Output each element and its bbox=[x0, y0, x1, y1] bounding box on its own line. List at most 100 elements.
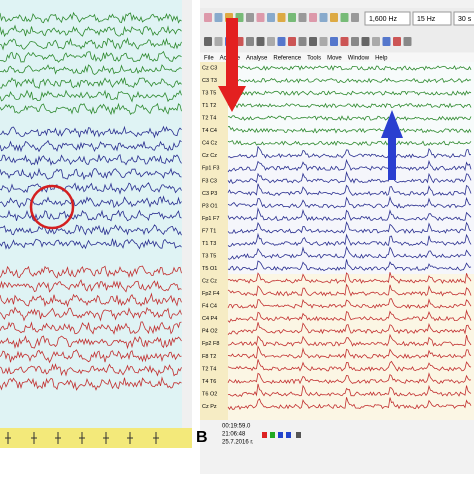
toolbar-icon[interactable] bbox=[309, 37, 317, 46]
channel-label: T1 T2 bbox=[202, 103, 216, 109]
status-icons bbox=[262, 432, 301, 438]
toolbar-icon[interactable] bbox=[246, 13, 254, 22]
eeg-trace bbox=[0, 279, 182, 293]
toolbar-icon[interactable] bbox=[372, 37, 380, 46]
menu-item[interactable]: Tools bbox=[307, 56, 321, 62]
toolbar-icon[interactable] bbox=[277, 37, 286, 46]
menu-item[interactable]: Reference bbox=[273, 56, 301, 62]
left-event-bar bbox=[0, 428, 192, 448]
eeg-trace bbox=[227, 158, 472, 173]
toolbar-icon[interactable] bbox=[403, 37, 412, 46]
channel-label: Fp1 F7 bbox=[202, 216, 219, 222]
eeg-trace bbox=[0, 102, 182, 116]
eeg-trace bbox=[0, 89, 182, 103]
sampling-rate[interactable]: 1,600 Hz bbox=[369, 16, 398, 23]
eeg-trace bbox=[227, 195, 472, 209]
toolbar-icon[interactable] bbox=[288, 37, 296, 46]
toolbar-icon[interactable] bbox=[309, 13, 317, 22]
event-marker bbox=[153, 432, 159, 444]
eeg-trace bbox=[0, 265, 182, 279]
toolbar-icon[interactable] bbox=[351, 37, 359, 46]
toolbar-icon[interactable] bbox=[340, 13, 349, 22]
event-marker bbox=[79, 432, 85, 444]
highlight-circle bbox=[29, 184, 75, 230]
eeg-trace bbox=[0, 224, 182, 236]
eeg-trace bbox=[227, 77, 472, 85]
channel-label: F8 T2 bbox=[202, 354, 216, 360]
toolbar-icon[interactable] bbox=[393, 37, 401, 46]
green-region bbox=[228, 62, 474, 156]
toolbar-icon[interactable] bbox=[214, 37, 223, 46]
toolbar-icon[interactable] bbox=[330, 13, 338, 22]
channel-label: T2 T4 bbox=[202, 116, 216, 122]
channel-label: Fp1 F3 bbox=[202, 166, 219, 172]
menu-item[interactable]: Move bbox=[327, 56, 342, 62]
status-area bbox=[200, 420, 474, 474]
toolbar-icon[interactable] bbox=[330, 37, 338, 46]
eeg-trace bbox=[0, 321, 182, 335]
menu-item[interactable]: Analyse bbox=[246, 56, 268, 62]
toolbar-icon[interactable] bbox=[256, 37, 265, 46]
toolbar-icon[interactable] bbox=[340, 37, 349, 46]
channel-label: Fp2 F4 bbox=[202, 291, 219, 297]
event-marker bbox=[55, 432, 61, 444]
toolbar-icon[interactable] bbox=[267, 37, 275, 46]
eeg-trace bbox=[227, 359, 472, 372]
panel-label: B bbox=[196, 429, 208, 446]
toolbar-icon[interactable] bbox=[319, 13, 328, 22]
toolbar-icon[interactable] bbox=[361, 37, 370, 46]
channel-label: Cz Pz bbox=[202, 404, 217, 410]
toolbar-icon[interactable] bbox=[256, 13, 265, 22]
eeg-trace bbox=[0, 363, 182, 377]
toolbar-icon[interactable] bbox=[204, 13, 212, 22]
eeg-trace bbox=[0, 306, 182, 322]
status-icon bbox=[296, 432, 301, 438]
eeg-trace bbox=[227, 170, 472, 184]
toolbar-icon[interactable] bbox=[214, 13, 223, 22]
eeg-trace bbox=[227, 309, 472, 323]
left-panel bbox=[0, 0, 192, 428]
eeg-trace bbox=[0, 11, 182, 24]
channel-label: C3 P3 bbox=[202, 191, 217, 197]
eeg-trace bbox=[227, 372, 472, 385]
filter-box[interactable] bbox=[412, 11, 452, 26]
timebase-box[interactable] bbox=[453, 11, 474, 26]
toolbar-icon[interactable] bbox=[298, 13, 307, 22]
eeg-trace bbox=[227, 397, 472, 410]
toolbar-icon[interactable] bbox=[382, 37, 391, 46]
eeg-trace bbox=[227, 126, 472, 134]
channel-label: P4 O2 bbox=[202, 329, 218, 335]
eeg-trace bbox=[227, 322, 472, 336]
eeg-trace bbox=[227, 272, 472, 285]
toolbar-icon[interactable] bbox=[267, 13, 275, 22]
toolbar-icon[interactable] bbox=[204, 37, 212, 46]
toolbar-icon[interactable] bbox=[298, 37, 307, 46]
toolbar-icon[interactable] bbox=[319, 37, 328, 46]
eeg-trace bbox=[227, 64, 472, 72]
event-markers bbox=[5, 432, 159, 444]
eeg-trace bbox=[227, 259, 472, 272]
eeg-trace bbox=[0, 153, 182, 166]
menu-item[interactable]: File bbox=[204, 56, 214, 62]
event-marker bbox=[103, 432, 109, 444]
channel-label: C3 T3 bbox=[202, 78, 217, 84]
eeg-trace bbox=[227, 232, 472, 247]
status-icon bbox=[270, 432, 275, 438]
channel-label: F7 T1 bbox=[202, 228, 216, 234]
toolbar-icon[interactable] bbox=[351, 13, 359, 22]
eeg-trace bbox=[0, 167, 182, 181]
menu-item[interactable]: Help bbox=[375, 56, 388, 62]
filter[interactable]: 15 Hz bbox=[417, 16, 436, 23]
left-traces bbox=[0, 11, 182, 391]
red-arrow bbox=[218, 18, 246, 112]
sampling-box[interactable] bbox=[364, 11, 411, 26]
blue-arrow bbox=[381, 110, 403, 180]
toolbar-icon[interactable] bbox=[246, 37, 254, 46]
toolbar-icon[interactable] bbox=[288, 13, 296, 22]
channel-label: F3 C3 bbox=[202, 178, 217, 184]
menu-item[interactable]: Window bbox=[348, 56, 370, 62]
timebase[interactable]: 30 s bbox=[458, 16, 472, 23]
eeg-trace bbox=[0, 292, 182, 308]
toolbar-icon[interactable] bbox=[277, 13, 286, 22]
